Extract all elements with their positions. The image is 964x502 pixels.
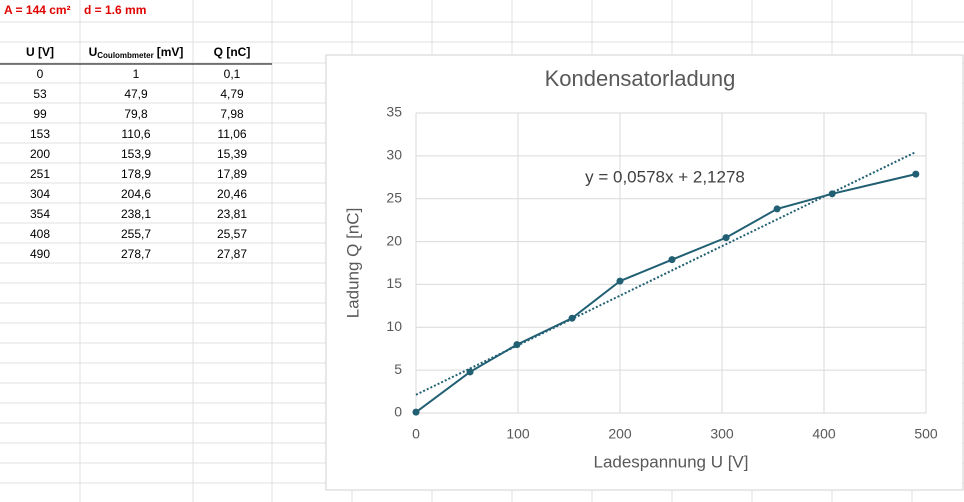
cell-text: 110,6 [121, 127, 150, 141]
cell-text: 4,79 [220, 87, 244, 101]
data-point [773, 205, 781, 213]
data-line [415, 173, 917, 413]
chart-area [325, 54, 964, 491]
y-tick-label: 20 [386, 232, 402, 248]
header-main: U [89, 45, 98, 59]
cell-text: 204,6 [121, 187, 151, 201]
chart: Kondensatorladung Ladespannung U [V] Ladun… [343, 66, 937, 472]
cell-text: 153,9 [121, 147, 151, 161]
x-tick-label: 200 [608, 426, 632, 442]
cell-text: 53 [33, 87, 47, 101]
x-tick-label: 300 [710, 426, 734, 442]
cell-text: 0,1 [224, 67, 241, 81]
cell-text: 1 [133, 67, 140, 81]
cell-text: 0 [37, 67, 44, 81]
cell-text: 408 [30, 227, 50, 241]
cell-text: 25,57 [217, 227, 247, 241]
cell-text: 200 [30, 147, 50, 161]
y-axis-title: Ladung Q [nC] [343, 208, 362, 319]
cell-text: 99 [33, 107, 47, 121]
cell-text: 27,87 [217, 247, 247, 261]
header-unit: [mV] [157, 45, 184, 59]
cell-text: 15,39 [217, 147, 247, 161]
x-tick-label: 100 [506, 426, 530, 442]
x-axis-title: Ladespannung U [V] [593, 452, 748, 471]
y-tick-label: 25 [386, 189, 402, 205]
cell-text: 251 [30, 167, 50, 181]
data-point [668, 256, 676, 264]
y-tick-label: 30 [386, 147, 402, 163]
data-point [513, 341, 521, 349]
column-header: Q [nC] [214, 45, 251, 59]
column-header: U [V] [26, 45, 54, 59]
y-tick-label: 5 [394, 361, 402, 377]
cell-text: 23,81 [217, 207, 247, 221]
cell-text: 79,8 [124, 107, 148, 121]
cell-text: 490 [30, 247, 50, 261]
cell-text: 153 [30, 127, 50, 141]
cell-text: 255,7 [121, 227, 151, 241]
cell-text: 47,9 [124, 87, 148, 101]
column-header: UCoulombmeter [mV] [89, 45, 184, 60]
cell-text: 278,7 [121, 247, 151, 261]
x-tick-label: 500 [914, 426, 938, 442]
x-tick-label: 0 [412, 426, 420, 442]
cell-text: 354 [30, 207, 50, 221]
table-rows: 0 1 0,1 53 47,9 4,79 99 79,8 7,98 153 110,6 11,06 20… [30, 67, 247, 261]
y-tick-label: 35 [386, 104, 402, 120]
cell-text: 304 [30, 187, 50, 201]
y-tick-label: 0 [394, 404, 402, 420]
data-point [722, 234, 730, 242]
cell-text: 238,1 [121, 207, 151, 221]
trendline-equation: y = 0,0578x + 2,1278 [585, 167, 745, 186]
chart-title: Kondensatorladung [545, 66, 736, 91]
cell-text: A = 144 cm² [4, 3, 71, 17]
trendline [415, 151, 917, 396]
cell-text: 17,89 [217, 167, 247, 181]
data-point [412, 408, 420, 416]
cell-text: 178,9 [121, 167, 151, 181]
data-point [912, 170, 920, 178]
y-tick-label: 15 [386, 275, 402, 291]
cell-text: 7,98 [220, 107, 244, 121]
data-point [616, 277, 624, 285]
cell-text: d = 1.6 mm [84, 3, 146, 17]
y-tick-label: 10 [386, 318, 402, 334]
x-tick-label: 400 [812, 426, 836, 442]
cell-text: 11,06 [217, 127, 246, 141]
header-sub: Coulombmeter [97, 51, 153, 60]
cell-text: 20,46 [217, 187, 247, 201]
